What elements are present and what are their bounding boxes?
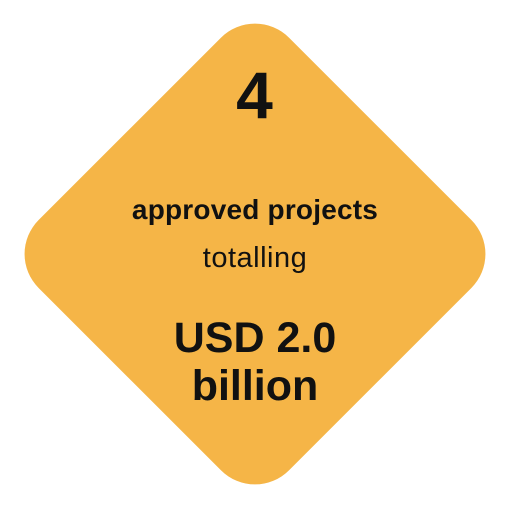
stat-amount: USD 2.0 billion (0, 314, 510, 410)
stat-amount-line-1: USD 2.0 (173, 314, 337, 362)
stat-number: 4 (236, 58, 274, 132)
stat-title: approved projects (131, 194, 379, 225)
stat-subtitle: totalling (202, 242, 308, 274)
stat-amount-line-2: billion (191, 362, 319, 411)
